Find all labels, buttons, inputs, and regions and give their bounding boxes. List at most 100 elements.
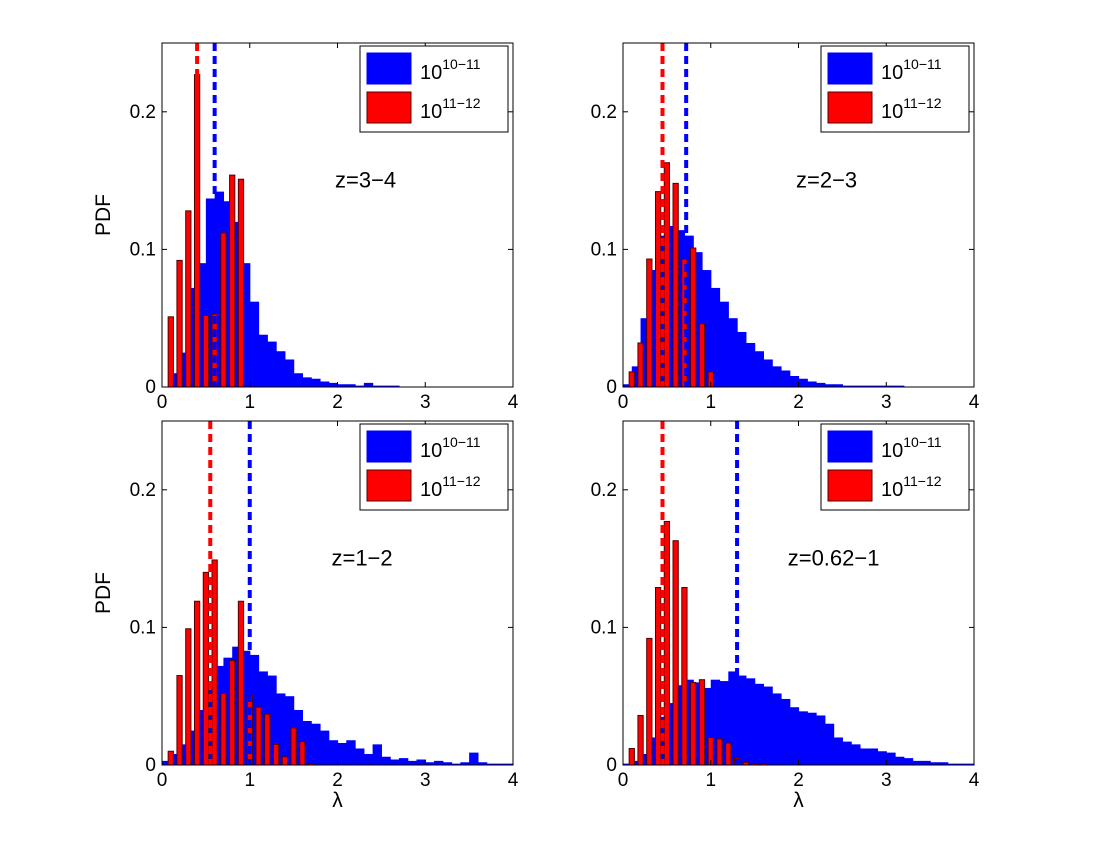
blue-bin	[772, 693, 782, 765]
red-bar	[654, 191, 662, 388]
blue-bin	[469, 752, 479, 765]
blue-bin	[486, 763, 497, 765]
red-bar	[202, 314, 210, 388]
blue-bin	[877, 385, 887, 387]
y-axis-label: PDF	[92, 194, 115, 236]
blue-bin	[240, 263, 251, 387]
x-tick-label: 2	[793, 392, 804, 413]
blue-bin	[851, 744, 861, 765]
blue-bin	[302, 720, 312, 765]
blue-bin	[232, 221, 242, 387]
blue-bin	[763, 359, 773, 387]
blue-bin	[693, 682, 703, 765]
blue-bin	[737, 331, 747, 387]
x-tick-label: 4	[508, 770, 519, 791]
red-bar	[167, 750, 174, 766]
blue-bin	[763, 686, 773, 765]
blue-bin	[188, 730, 198, 765]
red-bar	[237, 178, 245, 388]
red-bar	[290, 727, 297, 766]
blue-bin	[631, 760, 642, 765]
redshift-annotation: z=3−4	[335, 167, 396, 192]
legend-swatch-blue	[366, 430, 412, 463]
blue-bin	[719, 681, 729, 765]
blue-bin	[381, 385, 391, 387]
x-tick-label: 1	[244, 392, 255, 413]
blue-bin	[816, 382, 826, 387]
blue-bin	[921, 760, 931, 765]
red-bar	[211, 559, 218, 766]
blue-bin	[319, 381, 330, 387]
x-tick-label: 3	[881, 392, 892, 413]
red-bar	[628, 747, 635, 766]
y-tick-label: 0.1	[130, 617, 156, 638]
blue-bin	[390, 759, 400, 765]
blue-bin	[956, 763, 966, 765]
blue-bin	[851, 385, 861, 387]
red-bar	[264, 713, 271, 766]
x-tick-label: 1	[244, 770, 255, 791]
legend-label-red: 1011−12	[420, 473, 481, 501]
x-tick-label: 3	[420, 392, 431, 413]
red-bar	[229, 659, 236, 766]
red-bar	[299, 741, 306, 766]
blue-bin	[179, 352, 189, 387]
red-bar	[193, 600, 201, 766]
blue-bin	[807, 712, 817, 765]
x-tick-label: 2	[332, 392, 343, 413]
y-tick-label: 0.2	[591, 480, 617, 501]
y-tick-label: 0.2	[591, 102, 617, 123]
blue-bin	[780, 698, 791, 765]
x-tick-label: 2	[793, 770, 804, 791]
red-bar	[672, 182, 679, 388]
blue-bin	[684, 679, 694, 765]
blue-bin	[886, 752, 896, 765]
blue-bin	[416, 759, 426, 765]
blue-bin	[504, 763, 514, 765]
blue-bin	[372, 385, 382, 387]
red-bar	[185, 628, 192, 766]
blue-bin	[276, 351, 286, 387]
legend-label-blue: 1010−11	[420, 56, 481, 84]
blue-bin	[346, 740, 356, 765]
legend-label-red: 1011−12	[420, 95, 481, 123]
red-bar	[681, 586, 688, 766]
red-bar	[654, 586, 662, 766]
y-tick-label: 0.1	[130, 239, 156, 260]
red-bar	[690, 681, 697, 766]
blue-bin	[710, 287, 721, 387]
blue-bin	[903, 758, 914, 765]
blue-bin	[877, 751, 887, 765]
legend-label-blue: 1010−11	[881, 434, 942, 462]
blue-bin	[912, 760, 922, 765]
x-tick-label: 2	[332, 770, 343, 791]
legend-label-red: 1011−12	[881, 95, 942, 123]
blue-bin	[701, 687, 712, 765]
red-bar	[229, 174, 236, 388]
blue-bin	[965, 763, 975, 765]
blue-bin	[390, 385, 400, 387]
blue-bin	[223, 201, 233, 387]
blue-bin	[772, 366, 782, 387]
blue-bin	[666, 226, 677, 387]
blue-bin	[311, 723, 321, 765]
blue-bin	[223, 657, 233, 765]
blue-bin	[188, 287, 198, 387]
blue-bin	[824, 384, 835, 387]
blue-bin	[649, 270, 659, 387]
blue-bin	[754, 351, 764, 387]
legend-swatch-red	[366, 91, 412, 124]
blue-bin	[407, 760, 418, 765]
legend: 1010−11 1011−12	[820, 45, 970, 133]
blue-bin	[284, 696, 295, 765]
red-bar	[237, 600, 245, 766]
blue-bin	[895, 756, 905, 765]
red-bar	[716, 738, 723, 766]
y-tick-label: 0.2	[130, 102, 156, 123]
blue-bin	[451, 763, 461, 765]
blue-bin	[719, 301, 729, 387]
blue-bin	[947, 763, 958, 765]
red-bar	[637, 342, 644, 388]
red-bar	[220, 692, 227, 766]
